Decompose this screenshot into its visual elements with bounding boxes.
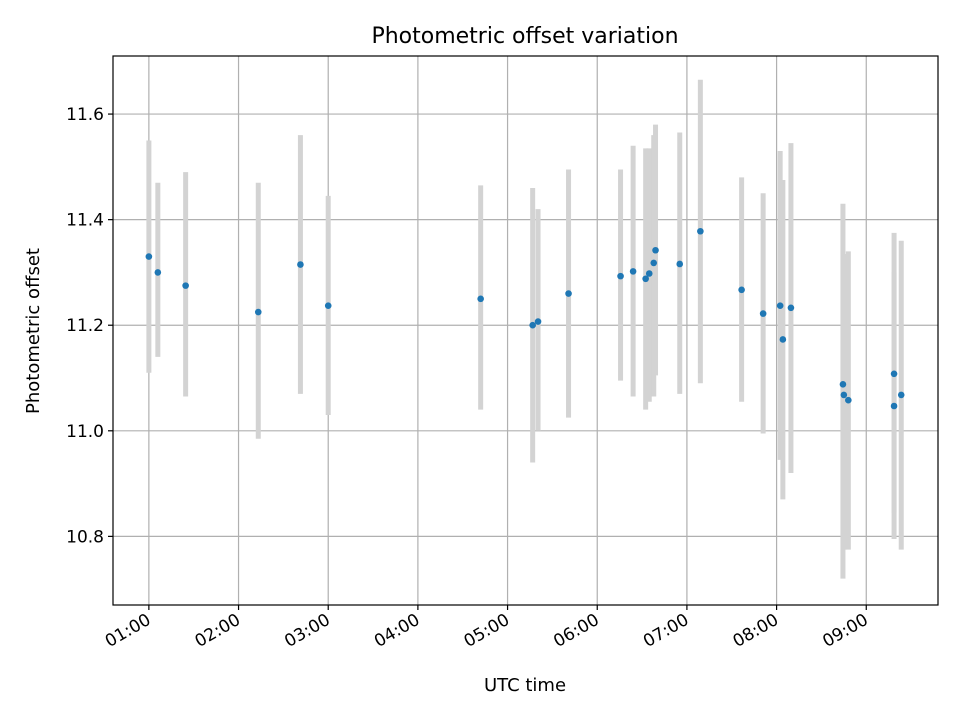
chart-title: Photometric offset variation bbox=[371, 24, 678, 49]
data-point bbox=[890, 370, 898, 378]
data-point bbox=[738, 286, 745, 294]
data-point bbox=[182, 282, 189, 289]
data-point bbox=[890, 402, 898, 410]
data-point bbox=[759, 310, 767, 317]
y-axis-label: Photometric offset bbox=[23, 248, 44, 414]
y-axis-ticks: 10.8 11.0 11.2 11.4 11.6 bbox=[66, 105, 113, 547]
data-point bbox=[477, 295, 484, 303]
data-point bbox=[565, 290, 572, 297]
data-point bbox=[642, 275, 649, 283]
data-point bbox=[652, 246, 659, 254]
data-point bbox=[254, 308, 262, 316]
data-point bbox=[324, 302, 332, 309]
data-point bbox=[776, 302, 784, 309]
data-point bbox=[787, 304, 795, 312]
y-tick-label: 11.6 bbox=[66, 105, 104, 125]
data-point bbox=[897, 391, 905, 399]
plot-frame bbox=[112, 55, 939, 606]
y-tick-label: 10.8 bbox=[66, 527, 104, 547]
data-point bbox=[154, 269, 162, 276]
data-point bbox=[845, 396, 852, 404]
y-tick-label: 11.2 bbox=[66, 316, 104, 336]
data-point bbox=[297, 261, 304, 268]
data-point bbox=[839, 381, 847, 388]
data-point bbox=[840, 391, 848, 399]
data-point bbox=[617, 272, 624, 280]
plot-area bbox=[113, 56, 938, 605]
data-point bbox=[697, 227, 704, 235]
data-point bbox=[645, 270, 653, 277]
data-point bbox=[650, 259, 658, 267]
x-axis-label: UTC time bbox=[484, 675, 566, 696]
data-point bbox=[145, 253, 153, 260]
data-point bbox=[529, 321, 536, 329]
data-point bbox=[629, 268, 637, 275]
y-tick-label: 11.4 bbox=[66, 211, 104, 231]
data-point bbox=[676, 260, 684, 268]
data-points bbox=[145, 227, 905, 410]
data-point bbox=[534, 318, 542, 325]
y-tick-label: 11.0 bbox=[66, 422, 104, 442]
data-point bbox=[779, 336, 787, 343]
